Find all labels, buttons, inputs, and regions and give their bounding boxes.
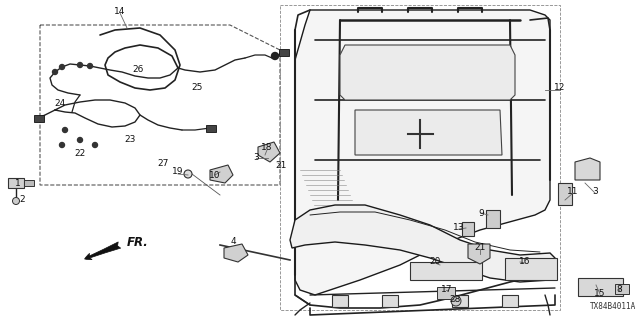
Circle shape xyxy=(77,138,83,142)
Bar xyxy=(34,115,44,122)
Text: 22: 22 xyxy=(74,148,86,157)
Polygon shape xyxy=(258,142,280,162)
Bar xyxy=(382,295,398,307)
Text: 18: 18 xyxy=(261,143,273,153)
Text: 13: 13 xyxy=(453,223,465,233)
Text: 27: 27 xyxy=(157,158,169,167)
Text: 1: 1 xyxy=(15,179,21,188)
Text: 23: 23 xyxy=(124,135,136,145)
Polygon shape xyxy=(575,158,600,180)
Polygon shape xyxy=(355,110,502,155)
Circle shape xyxy=(451,296,461,306)
Text: 17: 17 xyxy=(441,284,452,293)
Text: 16: 16 xyxy=(519,258,531,267)
Text: 10: 10 xyxy=(209,171,221,180)
Bar xyxy=(280,5,560,310)
Bar xyxy=(8,178,24,188)
Text: 3: 3 xyxy=(253,153,259,162)
Circle shape xyxy=(93,142,97,148)
Bar xyxy=(24,180,34,186)
Text: 24: 24 xyxy=(54,99,66,108)
Text: 12: 12 xyxy=(554,84,566,92)
Circle shape xyxy=(52,69,58,75)
Bar xyxy=(279,49,289,55)
Bar xyxy=(437,287,455,299)
Bar xyxy=(206,124,216,132)
Text: FR.: FR. xyxy=(127,236,148,250)
Bar xyxy=(452,295,468,307)
Text: 9: 9 xyxy=(478,209,484,218)
Bar xyxy=(462,222,474,236)
Circle shape xyxy=(13,197,19,204)
Text: 15: 15 xyxy=(595,289,605,298)
Text: 21: 21 xyxy=(474,244,486,252)
Polygon shape xyxy=(468,244,490,264)
Polygon shape xyxy=(295,10,550,295)
Circle shape xyxy=(60,65,65,69)
Text: 28: 28 xyxy=(449,295,461,305)
Circle shape xyxy=(60,142,65,148)
Text: 25: 25 xyxy=(191,84,203,92)
Bar xyxy=(615,284,629,294)
Circle shape xyxy=(271,52,278,60)
Circle shape xyxy=(88,63,93,68)
Text: 26: 26 xyxy=(132,66,144,75)
Text: TX84B4011A: TX84B4011A xyxy=(589,302,636,311)
Text: 21: 21 xyxy=(275,161,287,170)
Circle shape xyxy=(77,62,83,68)
Text: 19: 19 xyxy=(172,167,184,177)
Polygon shape xyxy=(340,45,515,100)
Text: 8: 8 xyxy=(616,285,622,294)
Text: 20: 20 xyxy=(429,258,441,267)
Bar xyxy=(558,183,572,205)
Circle shape xyxy=(184,170,192,178)
Bar xyxy=(410,262,482,280)
Bar xyxy=(332,295,348,307)
Text: 4: 4 xyxy=(230,237,236,246)
Polygon shape xyxy=(210,165,233,183)
Bar xyxy=(578,278,623,296)
Text: 2: 2 xyxy=(19,196,25,204)
Bar xyxy=(505,258,557,280)
Bar xyxy=(502,295,518,307)
Text: 11: 11 xyxy=(567,188,579,196)
Bar xyxy=(486,210,500,228)
Circle shape xyxy=(63,127,67,132)
Text: 14: 14 xyxy=(115,7,125,17)
Polygon shape xyxy=(224,244,248,262)
Polygon shape xyxy=(290,205,555,282)
Text: 3: 3 xyxy=(592,188,598,196)
